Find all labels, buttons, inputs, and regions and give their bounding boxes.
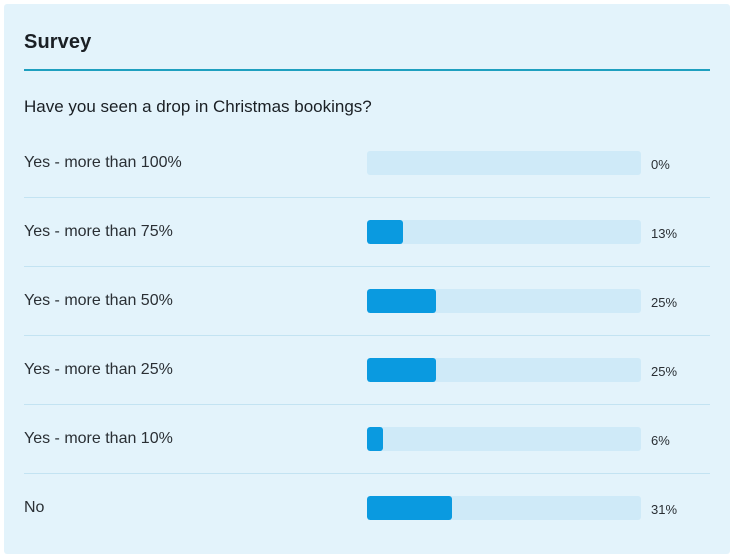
title-divider xyxy=(24,69,710,71)
survey-option: Yes - more than 75% 13% xyxy=(24,198,710,267)
option-percent: 25% xyxy=(651,364,678,379)
option-percent: 25% xyxy=(651,295,678,310)
option-bar-fill xyxy=(367,427,384,451)
option-label: Yes - more than 25% xyxy=(24,361,173,378)
survey-option: No 31% xyxy=(24,474,710,543)
option-percent: 0% xyxy=(651,157,670,172)
survey-option: Yes - more than 10% 6% xyxy=(24,405,710,474)
option-label: Yes - more than 50% xyxy=(24,292,173,309)
survey-title: Survey xyxy=(24,31,92,53)
option-label: Yes - more than 75% xyxy=(24,223,173,240)
option-bar-fill xyxy=(367,358,436,382)
survey-options: Yes - more than 100% 0% Yes - more than … xyxy=(24,129,710,543)
survey-card: Survey Have you seen a drop in Christmas… xyxy=(4,4,730,554)
option-bar-track xyxy=(367,220,641,244)
option-percent: 6% xyxy=(651,433,670,448)
option-label: No xyxy=(24,499,45,516)
survey-option: Yes - more than 100% 0% xyxy=(24,129,710,198)
option-bar-track xyxy=(367,151,641,175)
option-label: Yes - more than 100% xyxy=(24,154,182,171)
option-bar-fill xyxy=(367,220,403,244)
option-bar-track xyxy=(367,427,641,451)
survey-question: Have you seen a drop in Christmas bookin… xyxy=(24,97,372,116)
option-bar-track xyxy=(367,496,641,520)
option-bar-fill xyxy=(367,289,436,313)
survey-option: Yes - more than 25% 25% xyxy=(24,336,710,405)
option-label: Yes - more than 10% xyxy=(24,430,173,447)
option-bar-track xyxy=(367,358,641,382)
survey-option: Yes - more than 50% 25% xyxy=(24,267,710,336)
option-bar-track xyxy=(367,289,641,313)
option-bar-fill xyxy=(367,496,452,520)
option-percent: 31% xyxy=(651,502,678,517)
option-percent: 13% xyxy=(651,226,678,241)
